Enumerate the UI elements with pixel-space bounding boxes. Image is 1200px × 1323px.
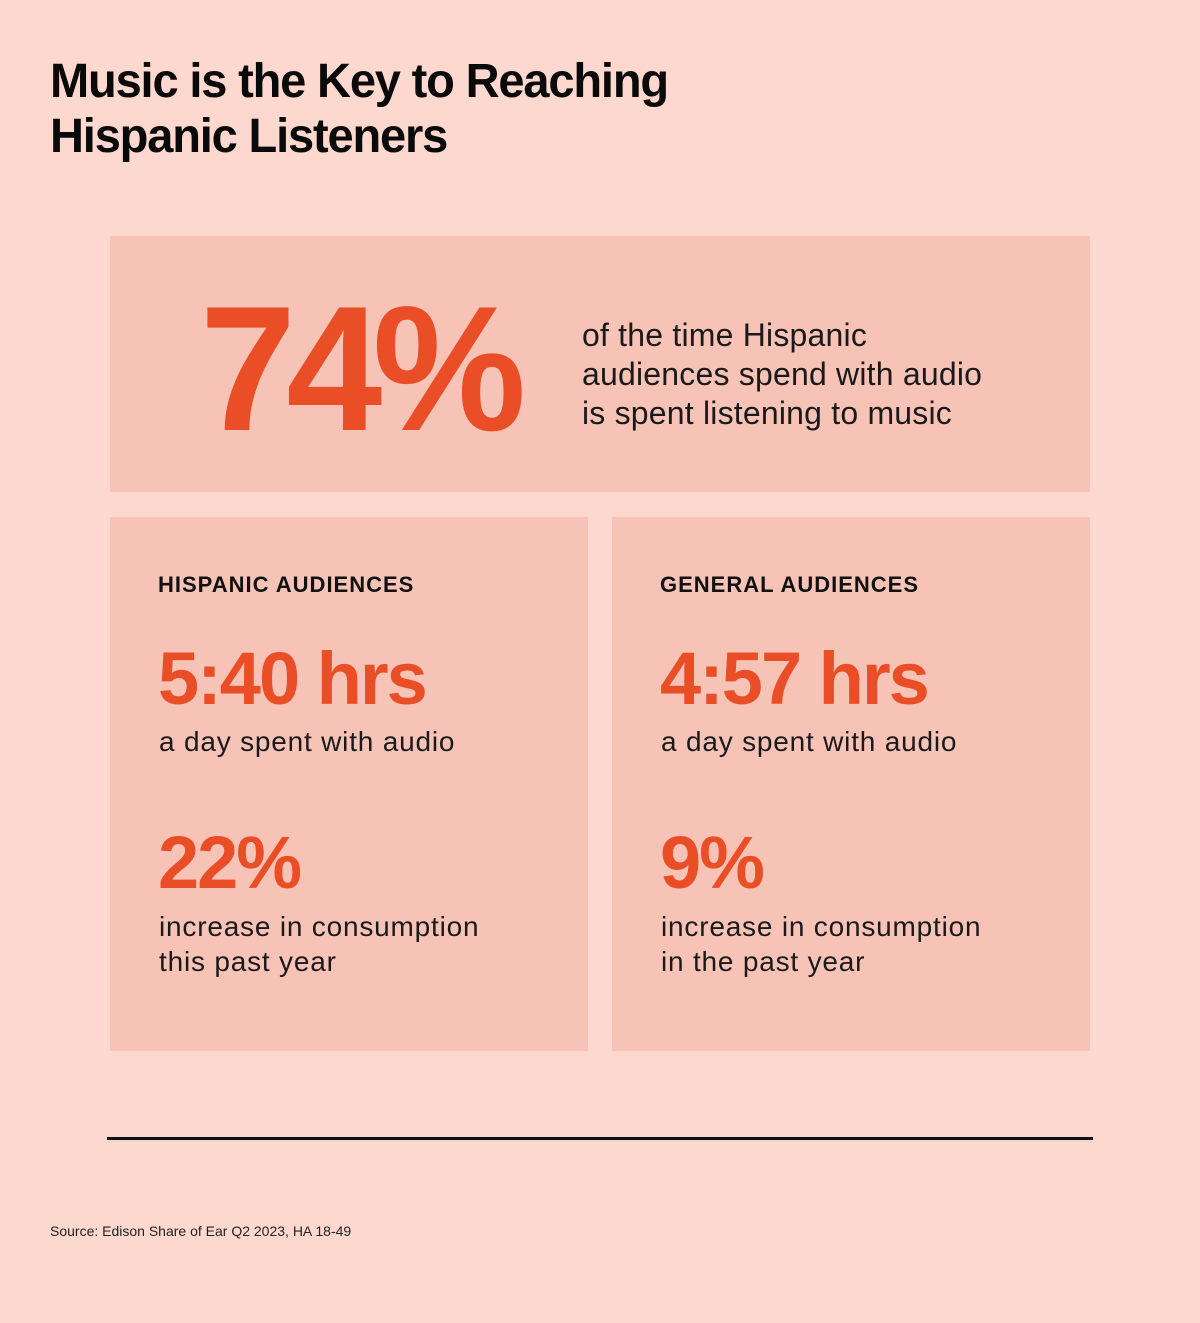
title-line-1: Music is the Key to Reaching [50,55,669,108]
headline-description-line: audiences spend with audio [582,356,983,392]
source-note: Source: Edison Share of Ear Q2 2023, HA … [50,1223,352,1239]
card-heading: GENERAL AUDIENCES [660,572,920,597]
headline-percentage: 74% [200,269,526,468]
general-audiences-card: GENERAL AUDIENCES 4:57 hrs a day spent w… [612,517,1090,1051]
daily-time-stat: 4:57 hrs [660,637,930,720]
daily-time-stat: 5:40 hrs [158,637,428,720]
daily-time-label: a day spent with audio [661,726,958,757]
increase-label-line: this past year [159,946,337,977]
divider-line [107,1137,1093,1140]
daily-time-label: a day spent with audio [159,726,456,757]
headline-description-line: of the time Hispanic [582,317,868,353]
increase-label-line: increase in consumption [159,911,480,942]
page-title: Music is the Key to Reaching Hispanic Li… [50,54,669,164]
increase-stat: 9% [660,821,765,904]
headline-description-line: is spent listening to music [582,395,953,431]
headline-description: of the time Hispanic audiences spend wit… [582,316,1042,433]
increase-label: increase in consumption in the past year [661,909,1061,979]
increase-stat: 22% [158,821,302,904]
card-heading: HISPANIC AUDIENCES [158,572,415,597]
headline-stat-card: 74% of the time Hispanic audiences spend… [110,236,1090,492]
increase-label-line: in the past year [661,946,866,977]
increase-label-line: increase in consumption [661,911,982,942]
increase-label: increase in consumption this past year [159,909,559,979]
title-line-2: Hispanic Listeners [50,110,448,163]
hispanic-audiences-card: HISPANIC AUDIENCES 5:40 hrs a day spent … [110,517,588,1051]
